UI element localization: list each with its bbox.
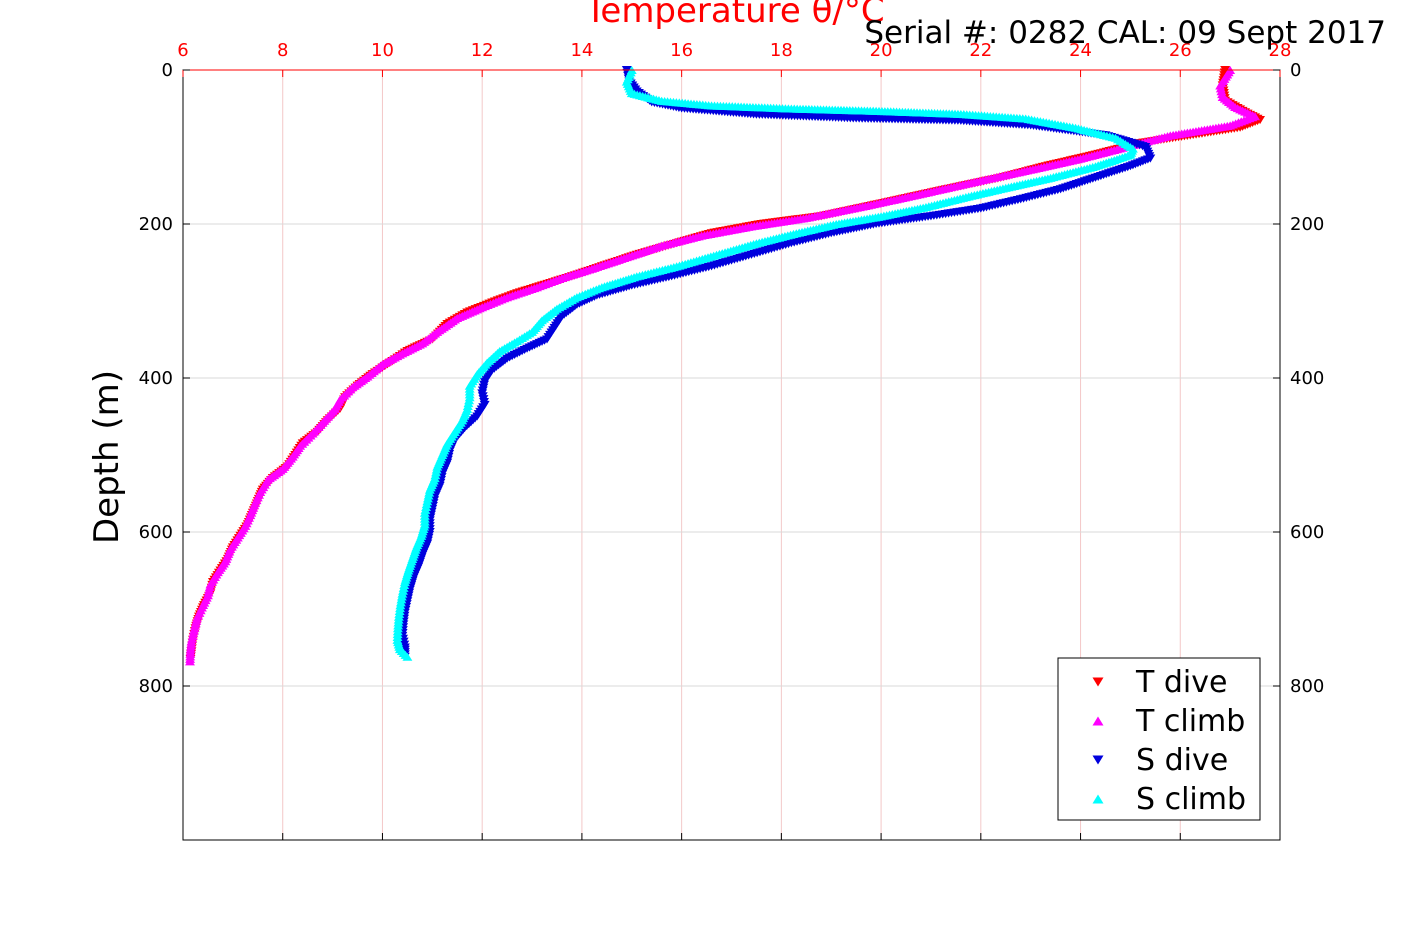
x-axis-title: Temperature θ/°C [584,0,884,31]
data-point [185,657,195,666]
legend-label-s-dive: S dive [1136,743,1228,778]
x-tick-label: 20 [870,40,893,61]
y-tick-label-left: 0 [162,60,173,81]
x-tick-label: 6 [177,40,188,61]
x-tick-label: 14 [570,40,593,61]
axis-ticks [182,69,1281,840]
x-tick-label: 10 [371,40,394,61]
y-tick-label-right: 400 [1290,368,1324,389]
x-tick-label: 8 [277,40,288,61]
x-tick-label: 26 [1169,40,1192,61]
y-tick-label-right: 200 [1290,214,1324,235]
y-tick-label-right: 600 [1290,522,1324,543]
y-tick-label-right: 0 [1290,60,1301,81]
legend-box [1057,657,1261,821]
legend-label-s-climb: S climb [1136,782,1246,817]
legend-label-t-climb: T climb [1135,704,1245,739]
serial-label: Serial #: 0282 CAL: 09 Sept 2017 [864,15,1386,51]
x-tick-label: 16 [670,40,693,61]
y-tick-label-left: 800 [139,676,173,697]
y-axis-title: Depth (m) [87,370,127,544]
legend-marker-t-dive [1092,677,1104,687]
y-tick-label-left: 200 [139,214,173,235]
legend: T dive T climb S dive S climb [1057,657,1261,821]
x-tick-label: 12 [471,40,494,61]
legend-marker-s-climb [1092,794,1104,804]
legend-marker-t-climb [1092,716,1104,726]
x-tick-label: 18 [770,40,793,61]
y-tick-label-left: 400 [139,368,173,389]
legend-label-t-dive: T dive [1135,665,1227,700]
y-tick-label-left: 600 [139,522,173,543]
y-tick-label-right: 800 [1290,676,1324,697]
legend-marker-s-dive [1092,755,1104,765]
x-tick-label: 24 [1069,40,1092,61]
data-points [185,65,1266,666]
legend-entries: T dive T climb S dive S climb [1092,665,1246,817]
series-t-climb [185,65,1261,666]
data-point [402,652,413,661]
x-tick-label: 28 [1269,40,1292,61]
x-tick-label: 22 [969,40,992,61]
series-s-climb [392,65,1138,661]
